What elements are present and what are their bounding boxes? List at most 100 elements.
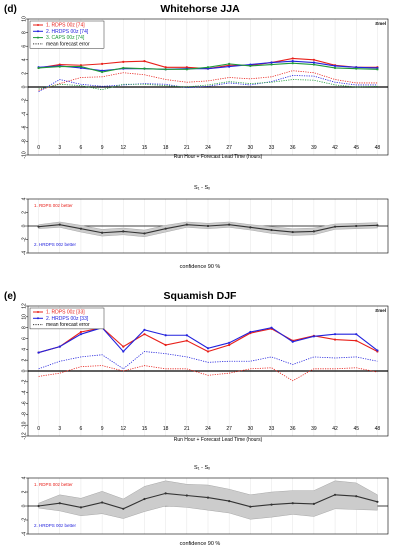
data-point: [143, 497, 146, 501]
x-tick-label: 18: [163, 426, 169, 432]
panel-d-letter: (d): [4, 4, 17, 15]
panel-e-confidence-label: confidence 90 %: [180, 541, 221, 547]
data-point: [333, 338, 337, 341]
y-tick-label: 4: [22, 476, 28, 479]
data-point: [143, 333, 146, 336]
data-point: [291, 230, 294, 234]
legend-label: 1. RDPS 00z [33]: [46, 310, 85, 316]
y-tick-label: 2: [22, 211, 28, 214]
x-tick-label: 45: [353, 426, 359, 432]
y-tick-label: 10: [22, 16, 28, 22]
data-point: [79, 330, 83, 334]
data-point: [143, 232, 146, 235]
y-tick-label: 0: [22, 369, 28, 372]
data-point: [228, 343, 231, 347]
data-point: [249, 64, 252, 68]
legend-marker: [37, 24, 39, 26]
data-point: [333, 333, 337, 336]
x-tick-label: 9: [101, 145, 104, 151]
y-tick-label: 4: [22, 348, 28, 351]
panel-d-title: Whitehorse JJA: [160, 3, 240, 15]
data-point: [164, 227, 167, 230]
data-point: [228, 500, 231, 503]
y-tick-label: -2: [22, 379, 28, 384]
data-point: [143, 60, 146, 63]
x-tick-label: 48: [375, 145, 381, 151]
data-point: [206, 496, 210, 499]
data-point: [143, 328, 146, 331]
data-point: [164, 68, 167, 71]
data-point: [312, 63, 315, 66]
data-point: [79, 65, 83, 68]
data-point: [249, 330, 252, 334]
x-tick-label: 36: [290, 145, 296, 151]
data-point: [164, 334, 167, 337]
y-tick-label: -12: [22, 432, 28, 439]
y-tick-label: -8: [22, 139, 28, 144]
data-point: [37, 351, 40, 354]
data-point: [355, 224, 358, 228]
x-tick-label: 33: [269, 426, 275, 432]
x-tick-label: 15: [142, 145, 148, 151]
panel-d-difference-chart: -4 -2 0 2 4: [22, 197, 389, 255]
y-tick-label: -10: [22, 151, 28, 158]
data-point: [355, 333, 358, 336]
data-point: [79, 333, 83, 336]
y-tick-label: -6: [22, 125, 28, 130]
series-line-3: [38, 70, 378, 91]
y-tick-label: 0: [22, 224, 28, 227]
data-point: [122, 350, 125, 353]
stat-label: Ƨmel: [375, 21, 386, 26]
y-tick-label: 2: [22, 490, 28, 493]
y-tick-label: -4: [22, 251, 28, 256]
data-point: [206, 224, 210, 228]
y-tick-label: 6: [22, 45, 28, 48]
data-point: [333, 225, 337, 228]
data-point: [270, 503, 273, 506]
legend-label: 1. RDPS 00z [74]: [46, 23, 85, 29]
x-tick-label: 39: [311, 426, 317, 432]
data-point: [206, 347, 210, 350]
data-point: [270, 61, 273, 64]
panel-d-better-bottom: 2. HRDPS 00z better: [34, 242, 77, 247]
data-point: [291, 57, 294, 60]
x-tick-label: 27: [226, 426, 232, 432]
y-tick-label: 6: [22, 337, 28, 340]
data-point: [355, 495, 358, 498]
data-point: [185, 334, 188, 337]
panel-e-difference-label: S₁ - Sₓ: [194, 465, 210, 471]
y-tick-label: 0: [22, 85, 28, 88]
panel-e-letter: (e): [4, 291, 16, 302]
x-tick-label: 24: [205, 145, 211, 151]
data-point: [270, 63, 273, 66]
x-tick-label: 6: [80, 145, 83, 151]
data-point: [79, 506, 83, 509]
y-tick-label: 8: [22, 31, 28, 34]
y-tick-label: 12: [22, 303, 28, 309]
data-point: [185, 494, 188, 497]
data-point: [164, 66, 167, 69]
data-point: [333, 66, 337, 70]
y-tick-label: -2: [22, 98, 28, 103]
data-point: [58, 223, 61, 226]
data-point: [355, 339, 358, 342]
y-tick-label: -2: [22, 237, 28, 242]
x-tick-label: 48: [375, 426, 381, 432]
x-tick-label: 45: [353, 145, 359, 151]
data-point: [291, 60, 294, 63]
panel-e-title: Squamish DJF: [164, 290, 238, 302]
data-point: [122, 60, 125, 63]
x-tick-label: 9: [101, 426, 104, 432]
x-tick-label: 24: [205, 426, 211, 432]
data-point: [376, 500, 379, 503]
panel-e-x-axis-label: Run Hour + Forecast Lead Time (hours): [174, 437, 263, 443]
panel-d-better-top: 1. RDPS 00z better: [34, 203, 73, 208]
x-tick-label: 42: [332, 145, 338, 151]
y-tick-label: -4: [22, 532, 28, 537]
y-tick-label: 4: [22, 58, 28, 61]
data-point: [143, 67, 146, 70]
panel-e-better-bottom: 2. HRDPS 00z better: [34, 523, 77, 528]
